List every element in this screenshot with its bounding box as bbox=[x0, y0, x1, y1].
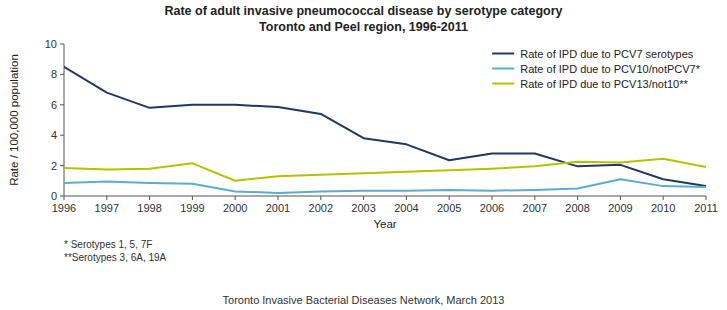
y-tick bbox=[60, 135, 64, 136]
y-tick bbox=[60, 165, 64, 166]
x-tick bbox=[406, 196, 407, 200]
x-tick bbox=[320, 196, 321, 200]
x-tick-label: 2005 bbox=[437, 202, 461, 214]
x-tick-label: 2004 bbox=[394, 202, 418, 214]
x-tick bbox=[449, 196, 450, 200]
y-tick bbox=[60, 44, 64, 45]
x-tick bbox=[278, 196, 279, 200]
x-tick-label: 2001 bbox=[266, 202, 290, 214]
x-tick-label: 1997 bbox=[95, 202, 119, 214]
x-tick-label: 2007 bbox=[523, 202, 547, 214]
series-line bbox=[64, 159, 706, 181]
y-tick-label: 8 bbox=[51, 68, 57, 80]
x-tick-label: 1996 bbox=[52, 202, 76, 214]
x-tick-label: 2011 bbox=[694, 202, 718, 214]
x-tick-label: 2009 bbox=[608, 202, 632, 214]
y-tick bbox=[60, 104, 64, 105]
x-tick bbox=[106, 196, 107, 200]
footnote: **Serotypes 3, 6A, 19A bbox=[64, 252, 167, 263]
y-tick-label: 10 bbox=[45, 38, 57, 50]
y-axis-label: Rate / 100,000 population bbox=[8, 54, 20, 186]
y-tick-label: 6 bbox=[51, 99, 57, 111]
y-tick bbox=[60, 196, 64, 197]
x-tick-label: 2010 bbox=[651, 202, 675, 214]
y-tick-label: 4 bbox=[51, 129, 57, 141]
x-tick bbox=[577, 196, 578, 200]
series-line bbox=[64, 179, 706, 193]
title: Rate of adult invasive pneumococcal dise… bbox=[164, 4, 562, 18]
series-line bbox=[64, 67, 706, 186]
x-tick bbox=[363, 196, 364, 200]
x-tick-label: 2008 bbox=[565, 202, 589, 214]
x-tick bbox=[620, 196, 621, 200]
x-tick bbox=[663, 196, 664, 200]
x-tick bbox=[235, 196, 236, 200]
x-tick-label: 2003 bbox=[351, 202, 375, 214]
axes: 0 2 4 6 8 10 1996 1997 1998 1999 2000 2001 2002 2003 2… bbox=[45, 38, 718, 214]
x-tick-label: 1998 bbox=[137, 202, 161, 214]
x-axis-label: Year bbox=[373, 218, 396, 230]
x-tick bbox=[64, 196, 65, 200]
y-tick-label: 2 bbox=[51, 160, 57, 172]
x-tick-label: 2000 bbox=[223, 202, 247, 214]
y-tick-label: 0 bbox=[51, 190, 57, 202]
legend-label: Rate of IPD due to PCV13/not10** bbox=[520, 78, 688, 90]
legend-label: Rate of IPD due to PCV7 serotypes bbox=[520, 48, 694, 60]
footer: Toronto Invasive Bacterial Diseases Netw… bbox=[223, 294, 505, 306]
subtitle: Toronto and Peel region, 1996-2011 bbox=[259, 20, 468, 34]
y-tick bbox=[60, 74, 64, 75]
legend-swatch bbox=[492, 53, 514, 55]
footnote: * Serotypes 1, 5, 7F bbox=[64, 239, 152, 250]
x-tick bbox=[534, 196, 535, 200]
chart: Rate of adult invasive pneumococcal dise… bbox=[0, 0, 727, 310]
x-tick bbox=[192, 196, 193, 200]
x-axis-line bbox=[64, 196, 706, 197]
x-tick-label: 2006 bbox=[480, 202, 504, 214]
plot-area bbox=[64, 67, 706, 193]
legend-swatch bbox=[492, 68, 514, 70]
x-tick bbox=[492, 196, 493, 200]
x-tick bbox=[149, 196, 150, 200]
x-tick-label: 1999 bbox=[180, 202, 204, 214]
x-tick-label: 2002 bbox=[309, 202, 333, 214]
legend-label: Rate of IPD due to PCV10/notPCV7* bbox=[520, 63, 700, 75]
x-tick bbox=[706, 196, 707, 200]
legend-swatch bbox=[492, 83, 514, 85]
legend: Rate of IPD due to PCV7 serotypes Rate of… bbox=[492, 48, 700, 90]
